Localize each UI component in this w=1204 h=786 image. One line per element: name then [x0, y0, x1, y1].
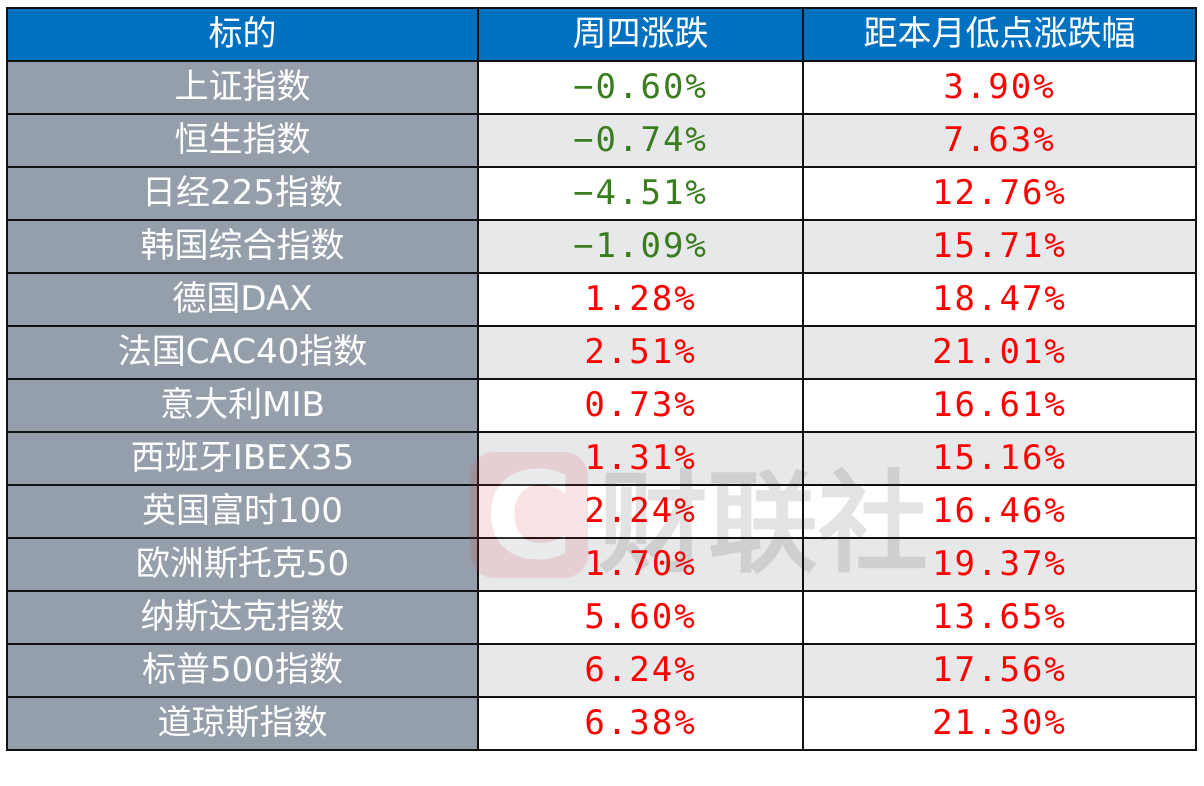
table-row: 英国富时100 2.24% 16.46%	[6, 484, 1197, 539]
table-row: 上证指数 −0.60% 3.90%	[6, 60, 1197, 115]
instrument-name: 道琼斯指数	[6, 696, 479, 751]
thursday-change: 2.51%	[477, 325, 804, 380]
table-header-row: 标的 周四涨跌 距本月低点涨跌幅	[6, 7, 1197, 62]
header-instrument: 标的	[6, 7, 479, 62]
thursday-change: 1.70%	[477, 537, 804, 592]
thursday-change: 1.31%	[477, 431, 804, 486]
change-from-monthly-low: 15.16%	[802, 431, 1197, 486]
change-from-monthly-low: 12.76%	[802, 166, 1197, 221]
thursday-change: −0.74%	[477, 113, 804, 168]
instrument-name: 英国富时100	[6, 484, 479, 539]
table-row: 意大利MIB 0.73% 16.61%	[6, 378, 1197, 433]
instrument-name: 西班牙IBEX35	[6, 431, 479, 486]
change-from-monthly-low: 13.65%	[802, 590, 1197, 645]
instrument-name: 纳斯达克指数	[6, 590, 479, 645]
table-row: 道琼斯指数 6.38% 21.30%	[6, 696, 1197, 751]
table-row: 日经225指数 −4.51% 12.76%	[6, 166, 1197, 221]
header-change-from-monthly-low: 距本月低点涨跌幅	[802, 7, 1197, 62]
index-performance-table: 标的 周四涨跌 距本月低点涨跌幅 上证指数 −0.60% 3.90% 恒生指数 −0.7…	[6, 7, 1197, 751]
thursday-change: 0.73%	[477, 378, 804, 433]
table-row: 德国DAX 1.28% 18.47%	[6, 272, 1197, 327]
thursday-change: −4.51%	[477, 166, 804, 221]
thursday-change: 2.24%	[477, 484, 804, 539]
change-from-monthly-low: 16.61%	[802, 378, 1197, 433]
instrument-name: 法国CAC40指数	[6, 325, 479, 380]
thursday-change: 1.28%	[477, 272, 804, 327]
instrument-name: 上证指数	[6, 60, 479, 115]
instrument-name: 欧洲斯托克50	[6, 537, 479, 592]
change-from-monthly-low: 16.46%	[802, 484, 1197, 539]
instrument-name: 德国DAX	[6, 272, 479, 327]
change-from-monthly-low: 19.37%	[802, 537, 1197, 592]
thursday-change: −0.60%	[477, 60, 804, 115]
change-from-monthly-low: 3.90%	[802, 60, 1197, 115]
table-row: 韩国综合指数 −1.09% 15.71%	[6, 219, 1197, 274]
table-row: 西班牙IBEX35 1.31% 15.16%	[6, 431, 1197, 486]
change-from-monthly-low: 7.63%	[802, 113, 1197, 168]
change-from-monthly-low: 18.47%	[802, 272, 1197, 327]
thursday-change: −1.09%	[477, 219, 804, 274]
thursday-change: 6.24%	[477, 643, 804, 698]
thursday-change: 6.38%	[477, 696, 804, 751]
change-from-monthly-low: 17.56%	[802, 643, 1197, 698]
table-row: 标普500指数 6.24% 17.56%	[6, 643, 1197, 698]
instrument-name: 标普500指数	[6, 643, 479, 698]
table-row: 法国CAC40指数 2.51% 21.01%	[6, 325, 1197, 380]
table-row: 纳斯达克指数 5.60% 13.65%	[6, 590, 1197, 645]
instrument-name: 韩国综合指数	[6, 219, 479, 274]
table-row: 恒生指数 −0.74% 7.63%	[6, 113, 1197, 168]
change-from-monthly-low: 21.30%	[802, 696, 1197, 751]
instrument-name: 意大利MIB	[6, 378, 479, 433]
header-thursday-change: 周四涨跌	[477, 7, 804, 62]
instrument-name: 日经225指数	[6, 166, 479, 221]
instrument-name: 恒生指数	[6, 113, 479, 168]
change-from-monthly-low: 21.01%	[802, 325, 1197, 380]
table-row: 欧洲斯托克50 1.70% 19.37%	[6, 537, 1197, 592]
change-from-monthly-low: 15.71%	[802, 219, 1197, 274]
thursday-change: 5.60%	[477, 590, 804, 645]
